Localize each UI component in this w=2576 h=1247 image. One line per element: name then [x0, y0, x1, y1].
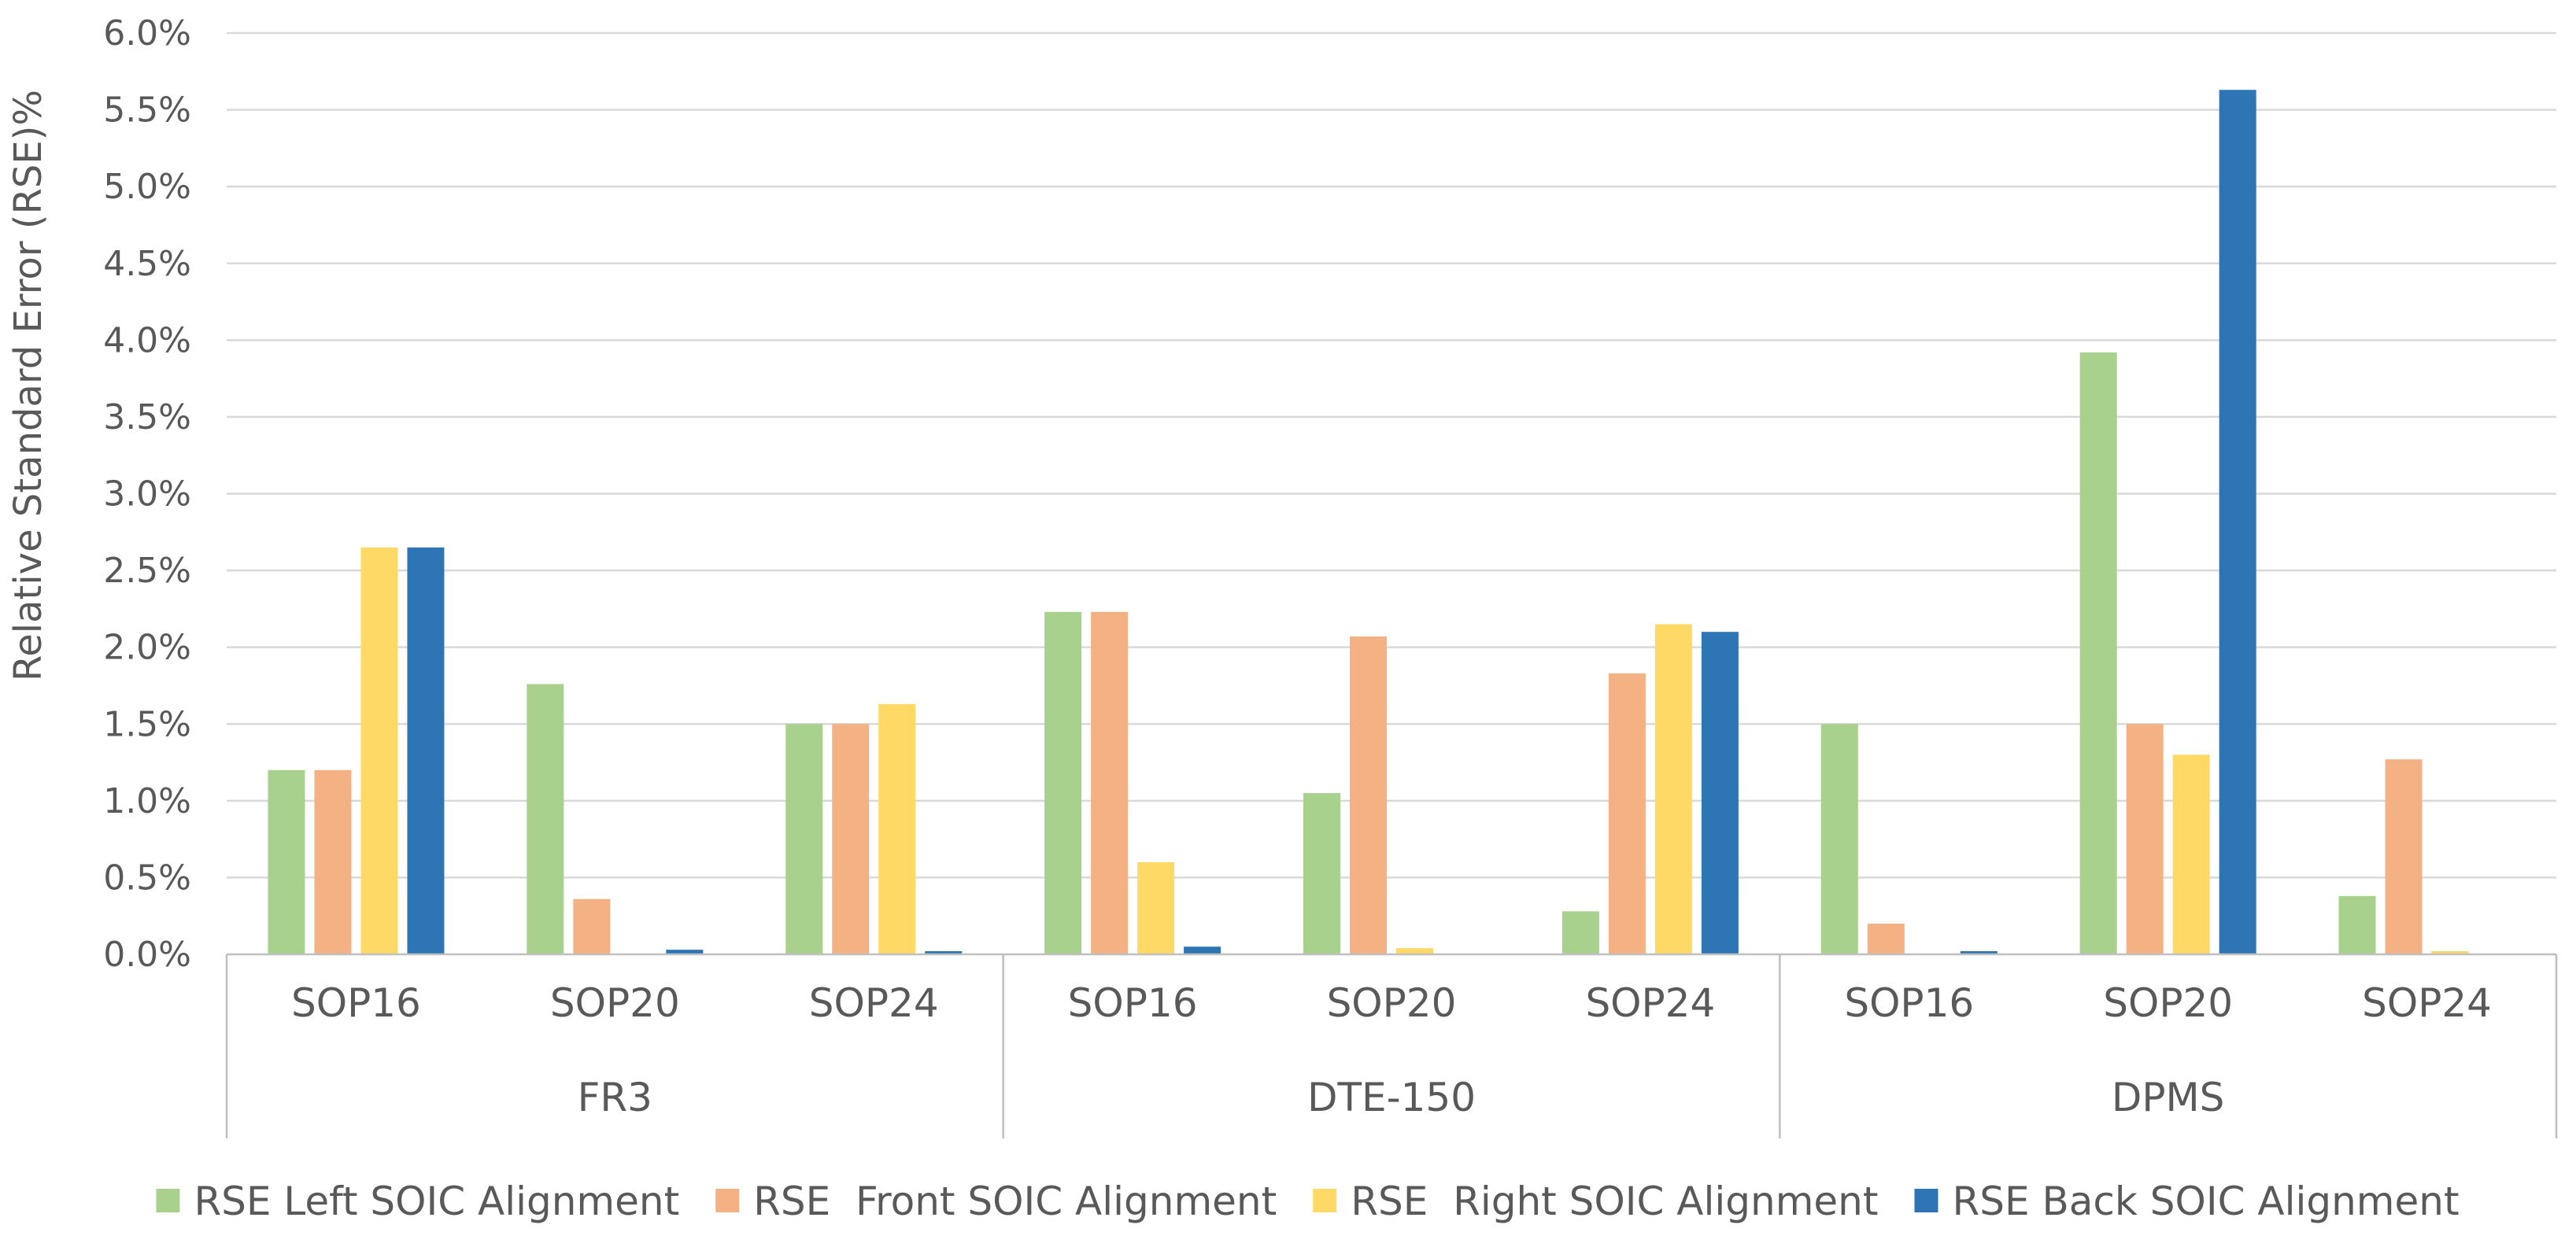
bar-1-1: [268, 769, 305, 954]
x-group-label: DTE-150: [1307, 1075, 1476, 1120]
x-category-label: SOP16: [1068, 980, 1198, 1026]
y-tick-label: 3.0%: [103, 474, 191, 515]
y-axis-ticks: 0.0% 0.5% 1.0% 1.5% 2.0% 2.5% 3.0% 3.5% 4.0% 4.5%…: [103, 13, 191, 975]
bar-1-9: [2338, 895, 2376, 954]
x-category-label: SOP16: [1844, 980, 1974, 1026]
y-tick-label: 5.5%: [103, 90, 191, 131]
y-tick-label: 5.0%: [103, 167, 191, 207]
y-tick-label: 0.5%: [103, 858, 191, 898]
legend-swatch: [1914, 1189, 1938, 1212]
legend-label: RSE Right SOIC Alignment: [1351, 1179, 1878, 1224]
bar-4-7: [1960, 951, 1998, 954]
y-axis-label: Relative Standard Error (RSE)%: [6, 90, 50, 681]
legend-label: RSE Back SOIC Alignment: [1952, 1179, 2459, 1224]
bar-1-3: [785, 724, 823, 954]
y-tick-label: 4.0%: [103, 320, 191, 360]
bar-2-8: [2126, 724, 2164, 954]
bar-3-5: [1396, 948, 1433, 954]
bar-2-2: [573, 898, 611, 954]
x-axis: SOP16 SOP20 SOP24 SOP16 SOP20 SOP24 SOP16 SOP20…: [225, 953, 2558, 1138]
y-tick-label: 2.5%: [103, 551, 191, 591]
gridlines: [227, 31, 2556, 879]
x-category-label: SOP20: [2103, 980, 2233, 1026]
x-category-label: SOP24: [1585, 980, 1715, 1026]
x-category-label: SOP20: [1327, 980, 1457, 1026]
bar-2-7: [1867, 923, 1905, 954]
x-category-label: SOP24: [809, 980, 939, 1026]
x-category-label: SOP20: [550, 980, 680, 1026]
y-tick-label: 1.5%: [103, 704, 191, 744]
x-category-label: SOP16: [291, 980, 421, 1026]
bar-1-5: [1303, 793, 1340, 954]
x-category-label: SOP24: [2362, 980, 2492, 1026]
bar-4-3: [925, 951, 963, 954]
bar-3-1: [360, 547, 398, 954]
bar-1-7: [1820, 724, 1858, 954]
bar-1-6: [1561, 911, 1599, 954]
y-tick-label: 2.0%: [103, 628, 191, 668]
legend-swatch: [156, 1189, 180, 1212]
bars: [268, 90, 2469, 954]
x-group-label: DPMS: [2112, 1075, 2225, 1120]
y-tick-label: 4.5%: [103, 244, 191, 284]
bar-1-8: [2079, 352, 2117, 954]
bar-3-6: [1654, 624, 1692, 954]
bar-2-6: [1608, 673, 1646, 954]
legend-item-2: RSE Front SOIC Alignment: [715, 1179, 1277, 1224]
bar-2-5: [1350, 636, 1387, 954]
legend-item-3: RSE Right SOIC Alignment: [1313, 1179, 1878, 1224]
bar-1-2: [527, 684, 564, 954]
y-tick-label: 1.0%: [103, 781, 191, 821]
bar-4-4: [1184, 946, 1221, 954]
legend-swatch: [715, 1189, 740, 1212]
bar-4-2: [666, 950, 704, 954]
y-tick-label: 3.5%: [103, 397, 191, 437]
bar-4-1: [407, 547, 445, 954]
legend-swatch: [1313, 1189, 1337, 1212]
legend-item-4: RSE Back SOIC Alignment: [1914, 1179, 2460, 1224]
legend-item-1: RSE Left SOIC Alignment: [156, 1179, 679, 1224]
y-tick-label: 6.0%: [103, 13, 191, 53]
legend-label: RSE Front SOIC Alignment: [753, 1179, 1277, 1224]
bar-3-3: [878, 703, 916, 954]
bar-2-1: [314, 769, 352, 954]
bar-1-4: [1044, 611, 1082, 954]
bar-3-4: [1137, 861, 1175, 954]
legend: RSE Left SOIC Alignment RSE Front SOIC Al…: [156, 1179, 2460, 1224]
x-group-label: FR3: [578, 1075, 652, 1120]
bar-2-9: [2385, 759, 2423, 954]
bar-4-6: [1701, 632, 1739, 954]
y-tick-label: 0.0%: [103, 935, 191, 975]
bar-4-8: [2219, 90, 2256, 954]
legend-label: RSE Left SOIC Alignment: [194, 1179, 679, 1224]
bar-2-3: [832, 724, 870, 954]
bar-2-4: [1091, 611, 1129, 954]
bar-3-9: [2431, 951, 2469, 954]
bar-3-8: [2172, 754, 2210, 954]
